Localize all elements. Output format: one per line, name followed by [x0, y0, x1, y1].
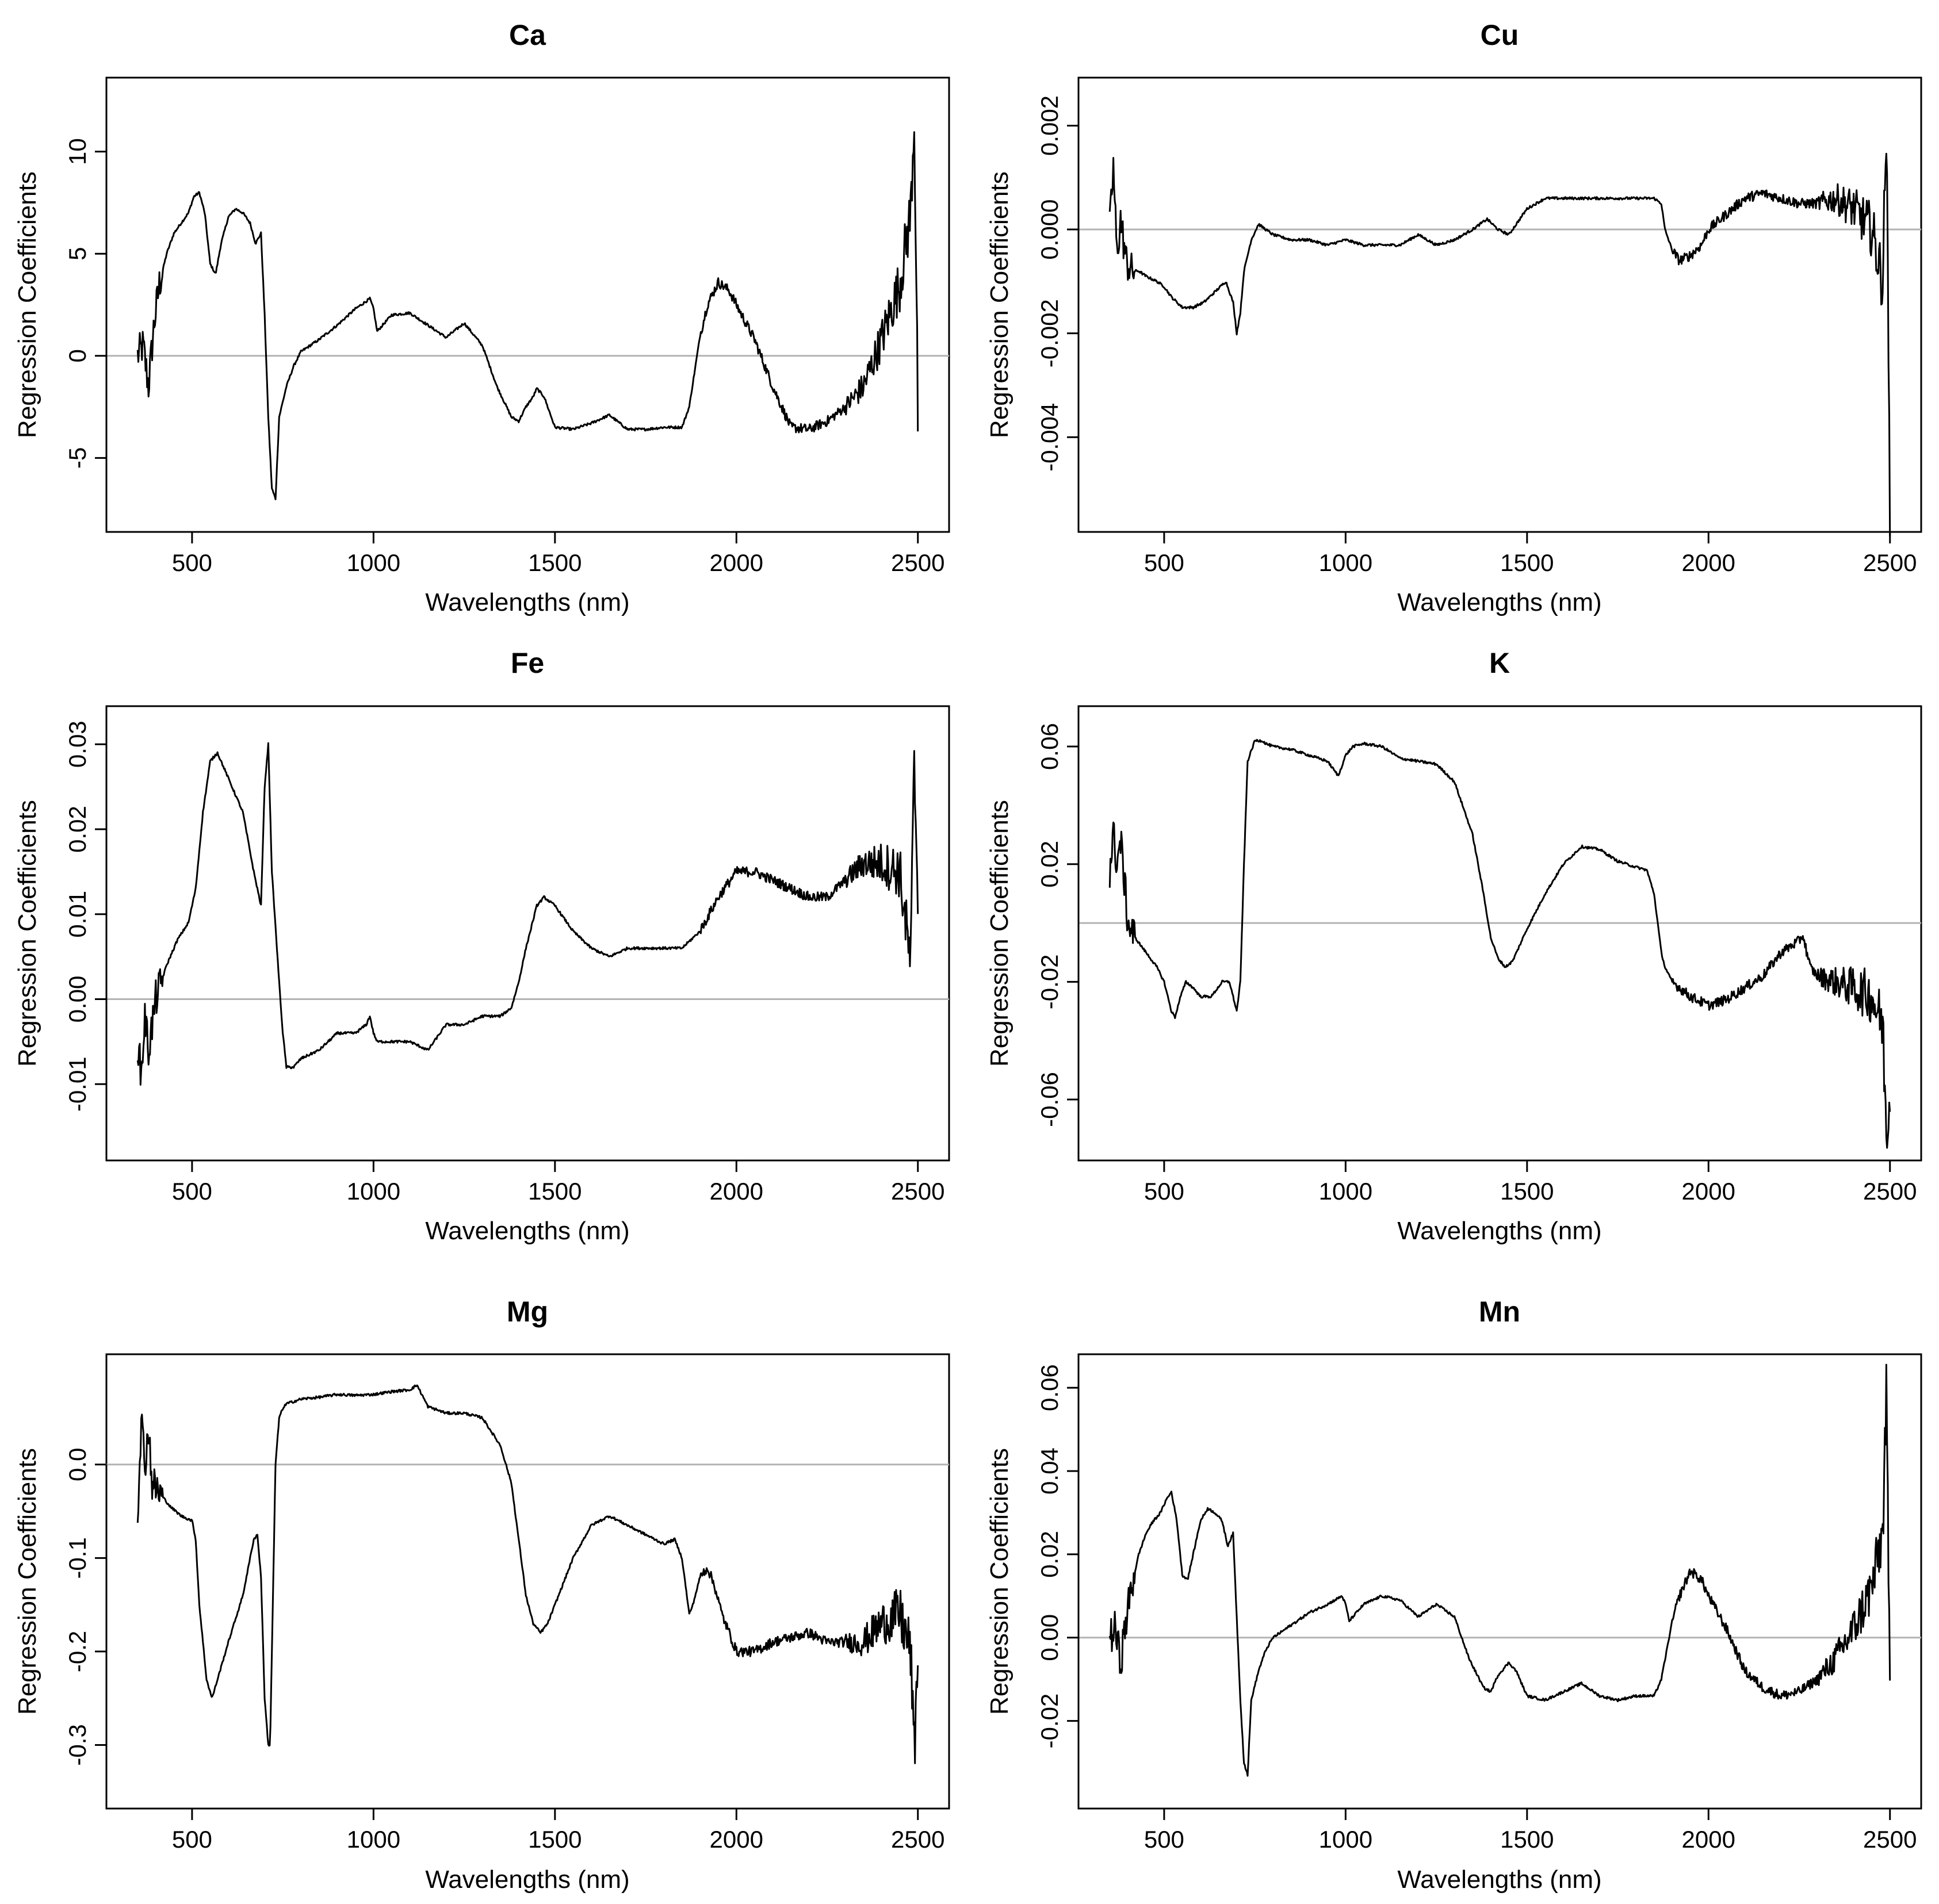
y-tick-label: -0.01 — [64, 1056, 91, 1112]
panel-mn: Mn Wavelengths (nm) Regression Coefficie… — [985, 1296, 1922, 1894]
y-tick-label: 0.03 — [64, 721, 91, 768]
y-axis-label: Regression Coefficients — [13, 800, 41, 1067]
plot-frame — [1077, 705, 1922, 1162]
y-tick-label: -0.004 — [1036, 403, 1063, 472]
x-tick-label: 2500 — [891, 1826, 944, 1853]
x-axis-label: Wavelengths (nm) — [1397, 1865, 1601, 1894]
x-tick-label: 500 — [172, 549, 212, 576]
y-tick-label: 0.00 — [64, 976, 91, 1023]
series-line-ca — [136, 131, 919, 500]
y-axis-label: Regression Coefficients — [13, 1448, 41, 1715]
x-tick-label: 1000 — [1319, 1826, 1372, 1853]
y-tick-label: 0.000 — [1036, 200, 1063, 260]
plot-frame — [1077, 1353, 1922, 1810]
y-tick-label: 0.02 — [1036, 1531, 1063, 1578]
y-tick-label: 0.0 — [64, 1448, 91, 1481]
x-axis-label: Wavelengths (nm) — [425, 1217, 629, 1245]
x-tick-label: 1000 — [347, 549, 400, 576]
y-tick-label: -0.02 — [1036, 955, 1063, 1010]
y-axis-label: Regression Coefficients — [985, 1448, 1014, 1715]
y-tick-label: 0 — [64, 349, 91, 362]
x-tick-label: 1500 — [528, 1178, 582, 1205]
series-line-mg — [136, 1384, 919, 1764]
x-tick-label: 500 — [1144, 1826, 1184, 1853]
y-tick-label: 0.02 — [64, 806, 91, 853]
y-tick-label: -0.1 — [64, 1537, 91, 1579]
x-tick-label: 2500 — [891, 549, 944, 576]
series-line-mn — [1108, 1363, 1891, 1777]
y-tick-label: 0.06 — [1036, 1364, 1063, 1411]
x-tick-label: 1000 — [347, 1826, 400, 1853]
y-tick-label: 0.02 — [1036, 841, 1063, 888]
y-tick-label: 0.01 — [64, 891, 91, 938]
x-tick-label: 2000 — [710, 1178, 763, 1205]
x-tick-label: 1500 — [528, 1826, 582, 1853]
panel-fe: Fe Wavelengths (nm) Regression Coefficie… — [13, 647, 950, 1245]
x-tick-label: 1500 — [1500, 1178, 1554, 1205]
x-tick-label: 500 — [172, 1826, 212, 1853]
x-tick-label: 500 — [172, 1178, 212, 1205]
chart-title: Mg — [507, 1296, 548, 1328]
y-tick-label: 0.002 — [1036, 95, 1063, 156]
y-axis-label: Regression Coefficients — [13, 171, 41, 438]
y-tick-label: -0.002 — [1036, 299, 1063, 367]
y-axis-label: Regression Coefficients — [985, 171, 1014, 438]
x-tick-label: 1500 — [1500, 549, 1554, 576]
x-tick-label: 2000 — [1682, 1826, 1735, 1853]
x-axis-label: Wavelengths (nm) — [1397, 588, 1601, 616]
panel-mg: Mg Wavelengths (nm) Regression Coefficie… — [13, 1296, 950, 1894]
x-tick-label: 2000 — [1682, 549, 1735, 576]
x-tick-label: 1000 — [1319, 549, 1372, 576]
chart-title: Fe — [511, 647, 544, 679]
panel-k: K Wavelengths (nm) Regression Coefficien… — [985, 647, 1922, 1245]
x-tick-label: 1000 — [347, 1178, 400, 1205]
series-line-cu — [1108, 152, 1891, 537]
x-tick-label: 2500 — [1863, 549, 1917, 576]
chart-title: Cu — [1481, 19, 1519, 51]
series-line-fe — [136, 742, 919, 1086]
x-tick-label: 1500 — [1500, 1826, 1554, 1853]
x-tick-label: 2000 — [710, 1826, 763, 1853]
x-axis-label: Wavelengths (nm) — [425, 588, 629, 616]
y-tick-label: 0.06 — [1036, 723, 1063, 770]
x-tick-label: 1500 — [528, 549, 582, 576]
x-tick-label: 500 — [1144, 549, 1184, 576]
x-tick-label: 500 — [1144, 1178, 1184, 1205]
series-line-k — [1108, 738, 1891, 1149]
plot-frame — [1077, 76, 1922, 533]
chart-title: Mn — [1479, 1296, 1520, 1328]
plot-frame — [105, 1353, 950, 1810]
x-tick-label: 2500 — [1863, 1178, 1917, 1205]
panel-ca: Ca Wavelengths (nm) Regression Coefficie… — [13, 19, 950, 616]
chart-title: Ca — [509, 19, 546, 51]
x-tick-label: 2500 — [891, 1178, 944, 1205]
x-axis-label: Wavelengths (nm) — [1397, 1217, 1601, 1245]
plot-frame — [105, 705, 950, 1162]
y-tick-label: -0.3 — [64, 1724, 91, 1765]
y-tick-label: 5 — [64, 247, 91, 260]
y-tick-label: -0.2 — [64, 1631, 91, 1672]
chart-title: K — [1489, 647, 1510, 679]
plot-frame — [105, 76, 950, 533]
y-tick-label: -0.06 — [1036, 1072, 1063, 1127]
x-tick-label: 2000 — [710, 549, 763, 576]
y-tick-label: 0.00 — [1036, 1614, 1063, 1661]
y-tick-label: 0.04 — [1036, 1447, 1063, 1495]
y-tick-label: 10 — [64, 138, 91, 165]
x-tick-label: 2500 — [1863, 1826, 1917, 1853]
x-axis-label: Wavelengths (nm) — [425, 1865, 629, 1894]
y-axis-label: Regression Coefficients — [985, 800, 1014, 1067]
y-tick-label: -0.02 — [1036, 1694, 1063, 1749]
x-tick-label: 1000 — [1319, 1178, 1372, 1205]
panel-cu: Cu Wavelengths (nm) Regression Coefficie… — [985, 19, 1922, 616]
x-tick-label: 2000 — [1682, 1178, 1735, 1205]
y-tick-label: -5 — [64, 447, 91, 469]
